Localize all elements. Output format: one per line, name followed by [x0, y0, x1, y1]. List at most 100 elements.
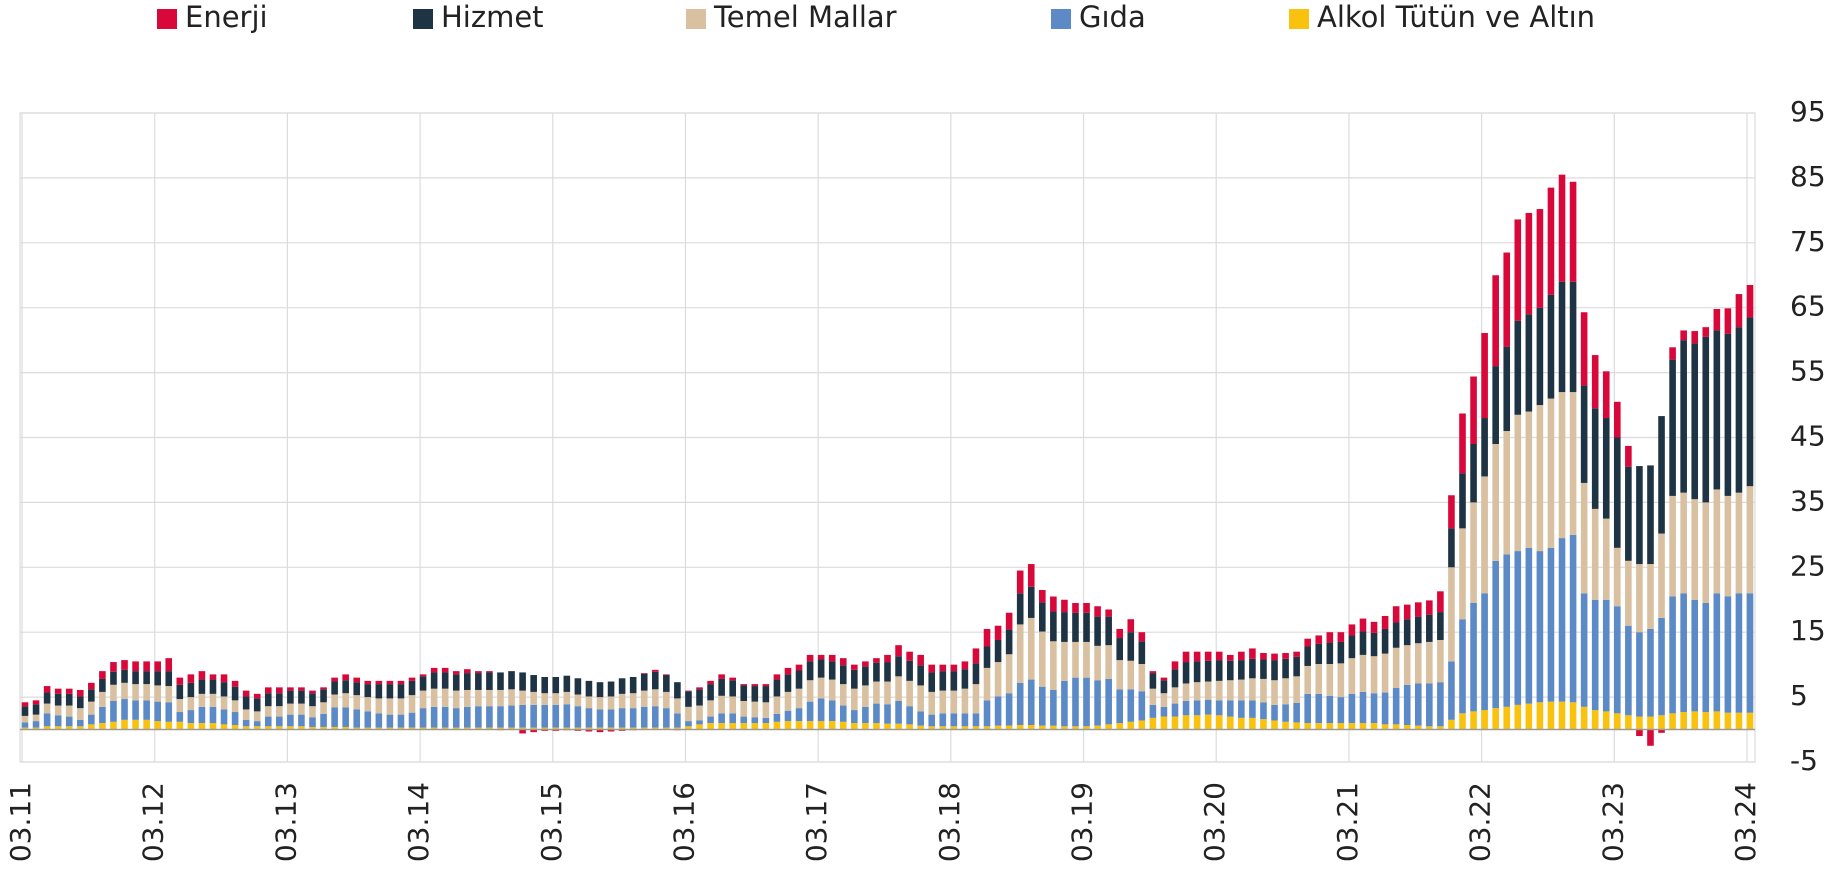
- bar-segment: [1083, 641, 1090, 678]
- bar-segment: [320, 713, 327, 727]
- bar-segment: [342, 726, 349, 730]
- bar-segment: [950, 671, 958, 691]
- bar-segment: [961, 661, 969, 670]
- bar-segment: [1072, 612, 1079, 642]
- bar-segment: [364, 697, 372, 712]
- bar-segment: [1193, 651, 1201, 662]
- bar-segment: [1414, 725, 1422, 730]
- bar-segment: [1547, 398, 1555, 548]
- bar-segment: [242, 719, 250, 727]
- bar-segment: [1426, 614, 1433, 642]
- bar-segment: [187, 674, 195, 683]
- bar-segment: [1016, 570, 1024, 594]
- bar-segment: [419, 708, 427, 728]
- bar-segment: [1326, 723, 1334, 730]
- bar-segment: [674, 713, 681, 728]
- bar-segment: [1459, 619, 1466, 714]
- bar-segment: [574, 706, 582, 728]
- bar-segment: [1625, 560, 1632, 626]
- bar-segment: [1127, 619, 1135, 633]
- bar-segment: [1580, 482, 1588, 594]
- bar-segment: [76, 689, 84, 697]
- bar-segment: [1503, 706, 1511, 730]
- bar-segment: [1105, 678, 1112, 725]
- bar-segment: [276, 687, 283, 694]
- bar-segment: [1193, 661, 1201, 683]
- bar-segment: [1171, 661, 1179, 670]
- bar-segment: [1359, 654, 1367, 692]
- bar-segment: [663, 691, 670, 709]
- bar-segment: [253, 721, 261, 727]
- bar-segment: [99, 706, 106, 724]
- bar-segment: [1326, 664, 1334, 696]
- bar-segment: [1614, 713, 1621, 730]
- bar-segment: [408, 695, 416, 713]
- bar-segment: [264, 726, 272, 730]
- bar-segment: [928, 691, 936, 715]
- bar-segment: [1005, 654, 1013, 694]
- bar-segment: [419, 690, 427, 709]
- bar-segment: [375, 698, 383, 714]
- bar-segment: [1226, 716, 1234, 730]
- bar-segment: [452, 708, 460, 728]
- bar-segment: [508, 727, 515, 730]
- bar-segment: [1116, 689, 1124, 724]
- bar-segment: [320, 687, 327, 690]
- bar-segment: [552, 676, 560, 694]
- bar-segment: [530, 729, 537, 733]
- legend-label: Alkol Tütün ve Altın: [1317, 0, 1595, 34]
- bar-segment: [1591, 508, 1599, 600]
- bar-segment: [1182, 683, 1190, 701]
- bar-segment: [342, 680, 349, 694]
- bar-segment: [895, 676, 902, 701]
- legend-label: Gıda: [1079, 0, 1146, 34]
- bar-segment: [784, 667, 792, 675]
- bar-segment: [1083, 602, 1090, 613]
- bar-segment: [1072, 726, 1079, 730]
- bar-segment: [862, 661, 869, 667]
- bar-segment: [1127, 721, 1135, 730]
- bar-segment: [1481, 333, 1488, 419]
- bar-segment: [110, 662, 117, 672]
- bar-segment: [563, 691, 571, 705]
- bar-segment: [1636, 564, 1643, 633]
- bar-segment: [486, 727, 493, 730]
- bar-segment: [862, 666, 869, 686]
- bar-segment: [806, 680, 814, 702]
- bar-segment: [1193, 715, 1201, 730]
- bar-segment: [1702, 327, 1710, 337]
- bar-segment: [1680, 712, 1687, 730]
- bar-segment: [1193, 682, 1201, 701]
- bar-segment: [1514, 551, 1522, 705]
- bar-segment: [464, 689, 471, 707]
- bar-segment: [1359, 723, 1367, 730]
- bar-segment: [1437, 682, 1444, 727]
- bar-segment: [585, 680, 593, 697]
- bar-segment: [1514, 704, 1522, 730]
- bar-segment: [1370, 723, 1378, 730]
- bar-segment: [43, 686, 51, 693]
- y-tick-label: 45: [1790, 420, 1826, 453]
- bar-segment: [1116, 723, 1124, 730]
- bar-segment: [209, 693, 217, 707]
- bar-segment: [1083, 677, 1090, 727]
- bar-segment: [1105, 616, 1112, 646]
- bar-segment: [1470, 502, 1477, 603]
- bar-segment: [1315, 723, 1323, 730]
- bar-segment: [817, 721, 825, 730]
- bar-segment: [110, 721, 117, 730]
- bar-segment: [441, 727, 449, 730]
- bar-segment: [54, 705, 62, 716]
- bar-segment: [1724, 596, 1732, 713]
- bar-segment: [574, 694, 582, 707]
- bar-segment: [552, 727, 560, 730]
- bar-segment: [176, 684, 184, 700]
- bar-segment: [220, 709, 228, 725]
- bar-segment: [99, 671, 106, 679]
- bar-segment: [607, 729, 615, 732]
- bar-segment: [1735, 593, 1743, 713]
- bar-segment: [718, 674, 725, 679]
- bar-segment: [1647, 716, 1654, 730]
- bar-segment: [685, 726, 692, 730]
- bar-segment: [1514, 219, 1522, 321]
